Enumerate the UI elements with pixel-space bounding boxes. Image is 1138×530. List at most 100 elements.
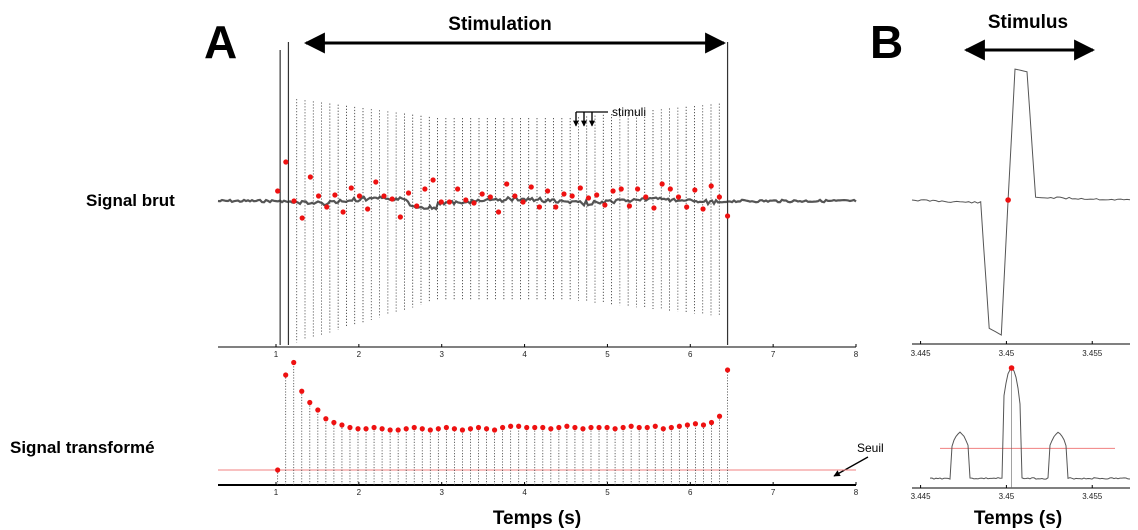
transformed-peak-marker [435, 426, 441, 432]
transformed-peak-marker [323, 416, 329, 422]
plot-transformed-signal: 1 2 3 4 5 6 7 8 [218, 359, 859, 497]
transformed-peak-marker [299, 388, 305, 394]
detected-spike-marker [512, 193, 518, 199]
stimulation-label: Stimulation [448, 14, 551, 35]
transformed-peak-marker [500, 424, 506, 431]
plot-stimulus-zoom-raw: 3.445 3.45 3.455 [911, 68, 1131, 358]
transformed-peak-marker [524, 424, 530, 431]
detected-spike-marker [626, 203, 633, 209]
detected-spike-marker [438, 199, 444, 205]
detected-spike-marker [594, 192, 600, 198]
x-tick-label: 4 [522, 488, 527, 497]
transformed-peak-marker [684, 422, 691, 428]
transformed-peak-marker [483, 426, 490, 432]
transformed-peak-marker [427, 427, 433, 433]
x-tick-label: 3.445 [911, 349, 932, 358]
x-tick-label: 3 [439, 488, 444, 497]
detected-spike-marker [643, 194, 649, 200]
transformed-peak-marker [355, 426, 361, 432]
detected-spike-marker [348, 185, 354, 191]
x-tick-label: 8 [854, 350, 859, 359]
transformed-peak-marker [1008, 365, 1015, 371]
transformed-peak-marker [572, 424, 578, 431]
transformed-peak-marker [564, 423, 570, 429]
detected-spike-marker [422, 186, 428, 192]
detected-spike-marker [724, 213, 731, 219]
threshold-annotation: Seuil [833, 441, 884, 477]
detected-spike-marker [569, 193, 575, 199]
x-tick-label: 1 [274, 488, 279, 497]
transformed-peak-marker [275, 467, 281, 473]
transformed-peak-marker [371, 424, 377, 431]
detected-spike-marker [585, 195, 592, 201]
detected-spike-marker [716, 194, 722, 200]
detected-spike-marker [340, 209, 346, 215]
transformed-signal-label: Signal transformé [10, 438, 155, 457]
detected-spike-marker [332, 192, 338, 198]
transformed-peak-marker [612, 426, 618, 432]
transformed-peak-marker [516, 423, 522, 429]
detected-spike-marker [430, 177, 436, 183]
detected-spike-marker [675, 194, 682, 200]
detected-spike-marker [471, 200, 477, 206]
stimulus-label: Stimulus [988, 12, 1068, 33]
transformed-peak-marker [411, 424, 417, 431]
transformed-peak-marker [331, 419, 337, 426]
detected-spike-marker [283, 159, 289, 165]
transformed-peak-marker [604, 424, 610, 431]
detected-spike-marker [610, 188, 616, 194]
transformed-peak-marker [315, 407, 321, 413]
x-tick-label: 6 [688, 488, 693, 497]
transformed-peak-marker [644, 424, 650, 431]
transformed-peak-marker [307, 399, 313, 406]
detected-spike-marker [455, 186, 461, 192]
detected-spike-marker [520, 199, 526, 205]
stimuli-label: stimuli [612, 105, 646, 119]
detected-spike-marker [528, 184, 534, 190]
x-tick-label: 3.455 [1082, 349, 1103, 358]
detected-spike-marker [536, 204, 543, 210]
detected-spike-marker [577, 185, 583, 191]
transformed-peak-marker [724, 367, 731, 373]
transformed-peak-marker [467, 426, 474, 432]
detected-spike-marker [381, 193, 387, 199]
detected-spike-marker [561, 191, 567, 197]
transformed-peak-marker [339, 422, 345, 428]
transformed-peak-marker [548, 426, 554, 432]
transformed-peak-marker [291, 359, 297, 366]
stimulus-zoom-trace [911, 68, 1131, 336]
detected-spike-marker [545, 188, 551, 194]
x-tick-label: 5 [605, 350, 610, 359]
transformed-peak-marker [628, 423, 634, 429]
transformed-peak-marker [700, 422, 707, 428]
transformed-peak-marker [620, 424, 626, 431]
transformed-peak-marker [387, 427, 393, 433]
detected-spike-marker [504, 181, 510, 187]
detected-spike-marker [1005, 197, 1011, 203]
detected-spike-marker [684, 204, 690, 210]
detected-spike-marker [275, 188, 281, 194]
detected-spike-marker [389, 196, 395, 202]
detected-spike-marker [373, 179, 379, 185]
x-tick-label: 4 [522, 350, 527, 359]
transformed-peak-marker [395, 427, 401, 433]
transformed-peak-marker [540, 424, 546, 431]
transformed-peak-marker [588, 424, 594, 431]
detected-spike-marker [651, 205, 657, 211]
transformed-peak-marker [475, 424, 482, 431]
transformed-peak-marker [347, 424, 353, 431]
stimuli-annotation: stimuli [573, 105, 646, 127]
transformed-peak-marker [508, 423, 514, 429]
x-tick-label: 6 [688, 350, 693, 359]
detected-spike-marker [700, 206, 706, 212]
transformed-peak-marker [491, 427, 498, 433]
detected-spike-marker [414, 203, 420, 209]
transformed-peak-marker [532, 424, 538, 431]
transformed-peak-marker [419, 426, 425, 432]
transformed-peak-marker [403, 426, 409, 432]
x-tick-label: 3.445 [911, 492, 932, 501]
plot-stimulus-zoom-transformed: 3.445 3.45 3.455 [911, 365, 1131, 501]
detected-spike-marker [291, 198, 297, 204]
detected-spike-marker [405, 190, 412, 196]
